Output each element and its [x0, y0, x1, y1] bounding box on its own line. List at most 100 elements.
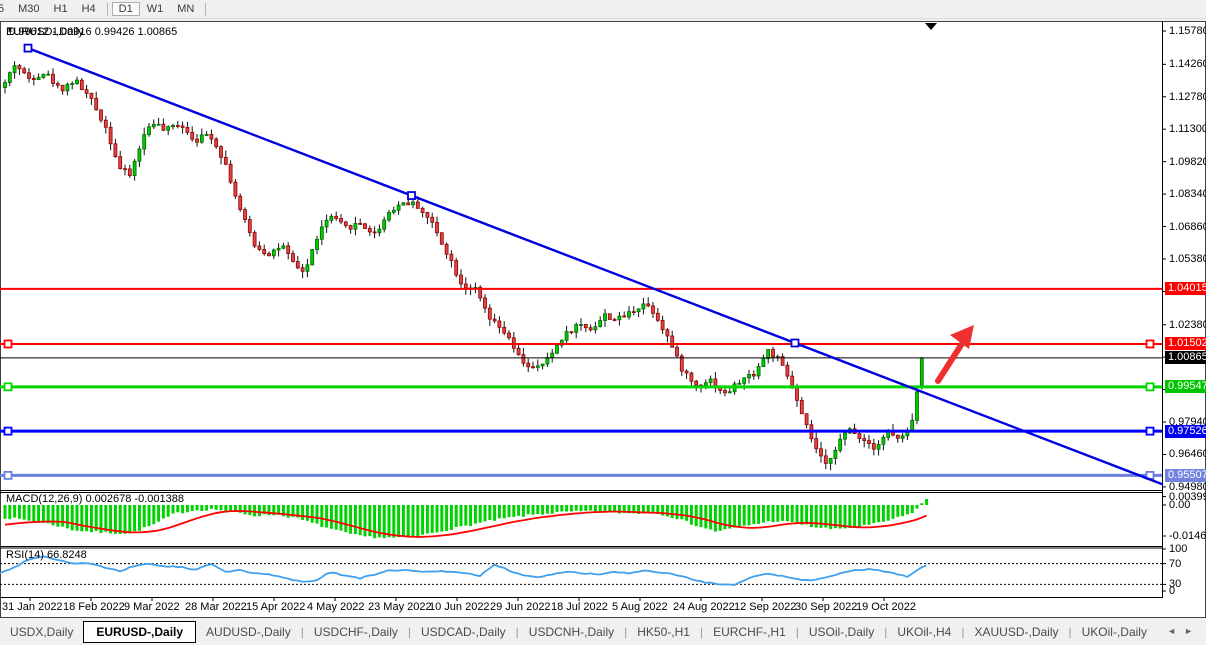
level-handle[interactable] — [3, 426, 13, 436]
candle-body — [651, 305, 655, 314]
candle-body — [617, 315, 622, 321]
chart-shift-marker-icon[interactable] — [925, 23, 937, 30]
timeframe-button-h1[interactable]: H1 — [53, 3, 68, 15]
up-arrow-head[interactable] — [950, 325, 974, 349]
timeframe-button-m30[interactable]: M30 — [18, 3, 40, 15]
macd-histogram-bar — [339, 505, 343, 531]
tab-separator: | — [884, 625, 888, 639]
candle-body — [766, 349, 771, 360]
timeframe-button-mn[interactable]: MN — [177, 3, 195, 15]
candle-body — [377, 228, 382, 234]
candle-body — [185, 127, 190, 133]
macd-histogram-bar — [502, 505, 506, 519]
descending-trendline[interactable] — [27, 46, 1164, 486]
candle-body — [689, 372, 694, 382]
trendline-handle[interactable] — [23, 43, 33, 53]
symbol-tab-ukoilh4[interactable]: UKOil-,H4 — [897, 625, 952, 639]
level-handle[interactable] — [1145, 339, 1155, 349]
candle-body — [257, 245, 262, 250]
symbol-tab-usdxdaily[interactable]: USDX,Daily — [10, 625, 74, 639]
macd-histogram-bar — [329, 505, 333, 529]
macd-histogram-bar — [70, 505, 74, 531]
macd-histogram-bar — [517, 505, 521, 516]
symbol-tab-usoildaily[interactable]: USOil-,Daily — [808, 625, 875, 639]
macd-histogram-bar — [392, 505, 396, 538]
symbol-tab-ukoildaily[interactable]: UKOil-,Daily — [1081, 625, 1147, 639]
symbol-tab-audusddaily[interactable]: AUDUSD-,Daily — [206, 625, 291, 639]
macd-histogram-bar — [632, 505, 636, 514]
macd-histogram-bar — [790, 505, 794, 523]
candle-body — [276, 247, 281, 251]
up-arrow-drawing[interactable] — [935, 337, 967, 384]
macd-histogram-bar — [867, 505, 871, 525]
symbol-tab-eurchfh1[interactable]: EURCHF-,H1 — [713, 625, 786, 639]
tab-scroll-left-icon[interactable]: ◄ — [1167, 626, 1185, 636]
tab-scroll-right-icon[interactable]: ► — [1184, 626, 1201, 636]
candle-body — [838, 438, 843, 451]
symbol-tab-usdcnhdaily[interactable]: USDCNH-,Daily — [528, 625, 615, 639]
macd-histogram-bar — [737, 505, 741, 528]
candle-body — [27, 72, 31, 79]
macd-histogram-bar — [761, 505, 765, 523]
candle-body — [281, 245, 286, 249]
timeframe-button-d1[interactable]: D1 — [111, 2, 140, 16]
candle-body — [425, 212, 430, 218]
candle-body — [502, 326, 507, 334]
timeframe-button-h4[interactable]: H4 — [81, 3, 96, 15]
macd-histogram-bar — [205, 505, 209, 511]
candle-body — [79, 79, 84, 91]
macd-histogram-bar — [94, 505, 98, 531]
symbol-tab-usdcaddaily[interactable]: USDCAD-,Daily — [420, 625, 506, 639]
candle-body — [262, 249, 267, 255]
macd-histogram-bar — [680, 505, 684, 520]
candle-body — [679, 355, 684, 372]
candle-body — [367, 228, 372, 233]
macd-histogram-bar — [661, 505, 665, 516]
candle-body — [291, 253, 295, 262]
candle-body — [180, 125, 185, 128]
candle-body — [142, 134, 147, 150]
toolbar-separator — [106, 2, 108, 16]
candle-body — [319, 226, 324, 240]
level-handle[interactable] — [3, 339, 13, 349]
macd-histogram-bar — [896, 505, 900, 517]
timeframe-button-5[interactable]: 5 — [0, 3, 5, 15]
macd-histogram-bar — [152, 505, 156, 525]
candle-body — [36, 77, 41, 80]
symbol-tab-eurusddaily[interactable]: EURUSD-,Daily — [83, 621, 197, 643]
candle-body — [444, 243, 449, 255]
macd-histogram-bar — [699, 505, 703, 528]
macd-histogram-bar — [262, 505, 266, 515]
timeframe-button-w1[interactable]: W1 — [146, 3, 164, 15]
symbol-tab-usdchfdaily[interactable]: USDCHF-,Daily — [313, 625, 398, 639]
candle-body — [799, 400, 804, 415]
candle-body — [775, 356, 780, 358]
candle-body — [195, 138, 199, 143]
candle-body — [348, 225, 353, 230]
macd-histogram-bar — [37, 505, 41, 523]
macd-histogram-bar — [915, 505, 919, 509]
macd-histogram-bar — [113, 505, 117, 534]
symbol-tab-hk50h1[interactable]: HK50-,H1 — [637, 625, 690, 639]
trendline-handle[interactable] — [407, 191, 416, 200]
level-handle[interactable] — [3, 470, 13, 480]
macd-histogram-bar — [368, 505, 372, 537]
candle-body — [516, 347, 521, 356]
macd-histogram-bar — [229, 505, 233, 511]
candle-body — [161, 123, 166, 131]
symbol-tab-xauusddaily[interactable]: XAUUSD-,Daily — [974, 625, 1059, 639]
candle-body — [171, 125, 175, 128]
trendline-handle[interactable] — [790, 338, 800, 348]
candle-body — [569, 331, 574, 334]
macd-histogram-bar — [608, 505, 612, 512]
level-handle[interactable] — [1145, 382, 1155, 392]
candle-body — [51, 73, 55, 84]
level-handle[interactable] — [3, 382, 13, 392]
macd-histogram-bar — [3, 505, 7, 519]
macd-histogram-bar — [872, 505, 876, 524]
macd-histogram-bar — [560, 505, 564, 512]
level-handle[interactable] — [1145, 426, 1155, 436]
candle-body — [641, 303, 646, 310]
candle-body — [415, 201, 420, 209]
